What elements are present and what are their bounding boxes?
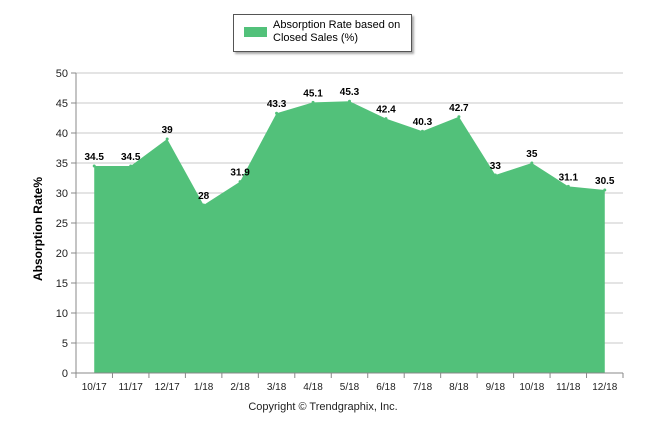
x-tick-label: 7/18 [413, 382, 433, 393]
data-point [311, 100, 315, 104]
data-point [129, 164, 133, 168]
data-label: 34.5 [84, 152, 104, 163]
x-tick-label: 3/18 [267, 382, 287, 393]
data-label: 33 [490, 161, 502, 172]
y-tick-label: 45 [56, 98, 68, 110]
data-label: 42.7 [449, 103, 469, 114]
data-point [238, 180, 242, 184]
legend-label: Absorption Rate based on Closed Sales (%… [273, 19, 401, 44]
data-label: 31.9 [230, 168, 250, 179]
data-point [493, 173, 497, 177]
x-tick-label: 4/18 [303, 382, 323, 393]
x-tick-label: 6/18 [376, 382, 396, 393]
x-tick-label: 1/18 [194, 382, 214, 393]
y-tick-label: 20 [56, 248, 68, 260]
data-point [165, 137, 169, 141]
data-point [530, 161, 534, 165]
data-label: 35 [526, 149, 538, 160]
area-series [94, 101, 605, 373]
x-tick-label: 8/18 [449, 382, 469, 393]
data-point [202, 203, 206, 207]
y-tick-label: 0 [62, 368, 68, 380]
data-label: 31.1 [559, 172, 579, 183]
y-tick-label: 10 [56, 308, 68, 320]
y-axis-label: Absorption Rate% [31, 177, 45, 282]
legend-swatch [244, 27, 267, 37]
data-label: 34.5 [121, 152, 141, 163]
x-tick-label: 10/17 [82, 382, 107, 393]
x-tick-label: 9/18 [486, 382, 506, 393]
data-label: 45.3 [340, 87, 360, 98]
y-tick-label: 35 [56, 158, 68, 170]
x-tick-label: 5/18 [340, 382, 360, 393]
y-tick-label: 30 [56, 188, 68, 200]
x-tick-label: 11/17 [119, 382, 144, 393]
data-label: 28 [198, 191, 210, 202]
data-point [566, 184, 570, 188]
y-tick-label: 25 [56, 218, 68, 230]
data-point [384, 117, 388, 121]
data-point [603, 188, 607, 192]
y-tick-label: 40 [56, 128, 68, 140]
data-label: 39 [162, 125, 174, 136]
data-label: 40.3 [413, 117, 433, 128]
x-tick-label: 10/18 [519, 382, 544, 393]
data-point [457, 115, 461, 119]
legend: Absorption Rate based on Closed Sales (%… [233, 14, 412, 52]
x-tick-label: 12/18 [592, 382, 617, 393]
y-tick-label: 5 [62, 338, 68, 350]
data-point [348, 99, 351, 103]
x-tick-label: 2/18 [230, 382, 250, 393]
y-tick-label: 50 [56, 68, 68, 80]
data-point [275, 111, 279, 115]
x-tick-label: 11/18 [556, 382, 581, 393]
data-label: 30.5 [595, 176, 615, 187]
data-point [92, 164, 96, 168]
x-tick-label: 12/17 [155, 382, 180, 393]
data-point [420, 129, 424, 133]
y-tick-label: 15 [56, 278, 68, 290]
copyright-text: Copyright © Trendgraphix, Inc. [248, 401, 398, 413]
data-label: 43.3 [267, 99, 287, 110]
data-label: 45.1 [303, 88, 323, 99]
data-label: 42.4 [376, 105, 396, 116]
